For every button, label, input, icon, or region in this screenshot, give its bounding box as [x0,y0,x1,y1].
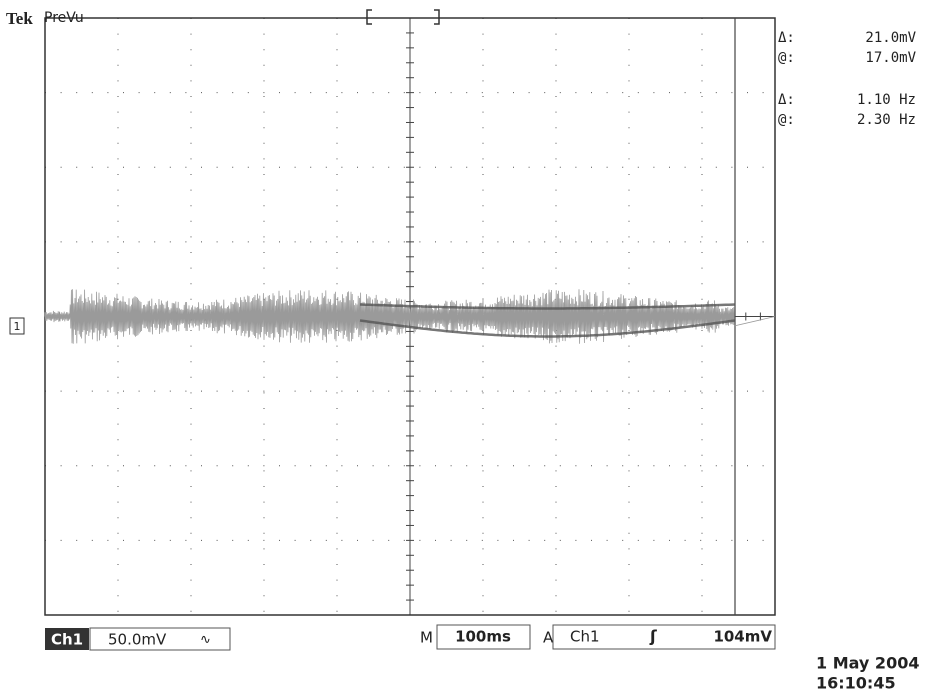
cursor-delta-label: Δ: [778,92,795,108]
cursor-delta-label: Δ: [778,30,795,46]
brand: Tek [6,9,33,28]
channel-marker: 1 [14,320,21,333]
cursor-at-label: @: [778,112,795,128]
trigger-source: Ch1 [570,628,600,646]
channel-label: Ch1 [51,631,83,649]
page: {"header": {"brand": "Tek", "mode": "Pre… [0,0,947,696]
timebase-label: M [420,629,433,647]
timebase: 100ms [455,628,511,646]
record-view-bracket [367,10,439,24]
cursor-at: 2.30 Hz [857,112,916,128]
cursor-at: 17.0mV [865,50,916,66]
cursor-delta: 21.0mV [865,30,916,46]
cursor-at-label: @: [778,50,795,66]
cursor-delta: 1.10 Hz [857,92,916,108]
date: 1 May 2004 [816,654,919,673]
trigger-slope: ʃ [649,627,657,646]
trigger-label: A [543,629,554,647]
oscilloscope-screen: Tek PreVu 1 Δ: 21.0mV @: 17.0mV Δ: 1.10 … [0,0,947,696]
vertical-scale: 50.0mV [108,631,167,649]
coupling: ∿ [200,633,211,648]
trigger-level: 104mV [713,628,772,646]
mode: PreVu [44,10,84,26]
time: 16:10:45 [816,674,896,693]
